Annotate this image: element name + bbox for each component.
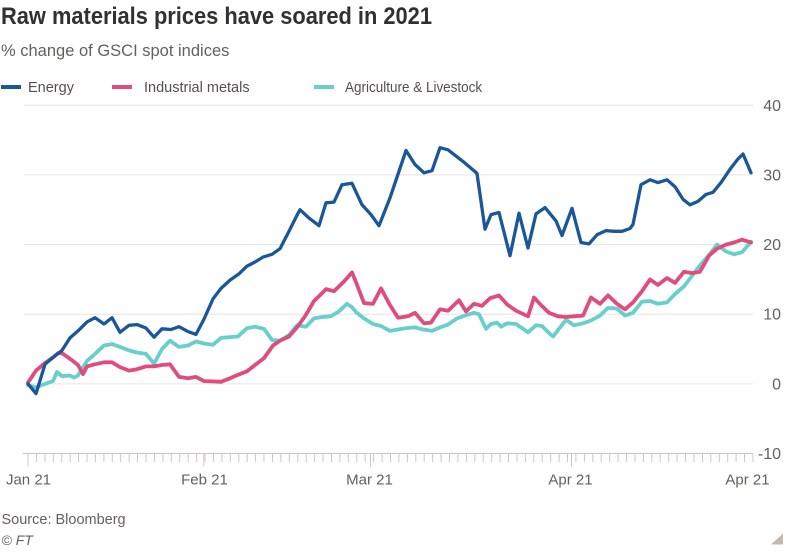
svg-text:Apr 21: Apr 21 xyxy=(725,472,769,489)
svg-text:10: 10 xyxy=(763,307,781,324)
svg-text:30: 30 xyxy=(763,167,781,184)
svg-text:20: 20 xyxy=(763,237,781,254)
svg-text:40: 40 xyxy=(763,98,781,115)
svg-text:0: 0 xyxy=(772,376,781,393)
svg-text:Jan 21: Jan 21 xyxy=(6,472,51,489)
svg-text:Apr 21: Apr 21 xyxy=(548,472,592,489)
svg-text:-10: -10 xyxy=(758,446,781,463)
svg-text:Mar 21: Mar 21 xyxy=(346,472,393,489)
svg-text:Feb 21: Feb 21 xyxy=(181,472,228,489)
